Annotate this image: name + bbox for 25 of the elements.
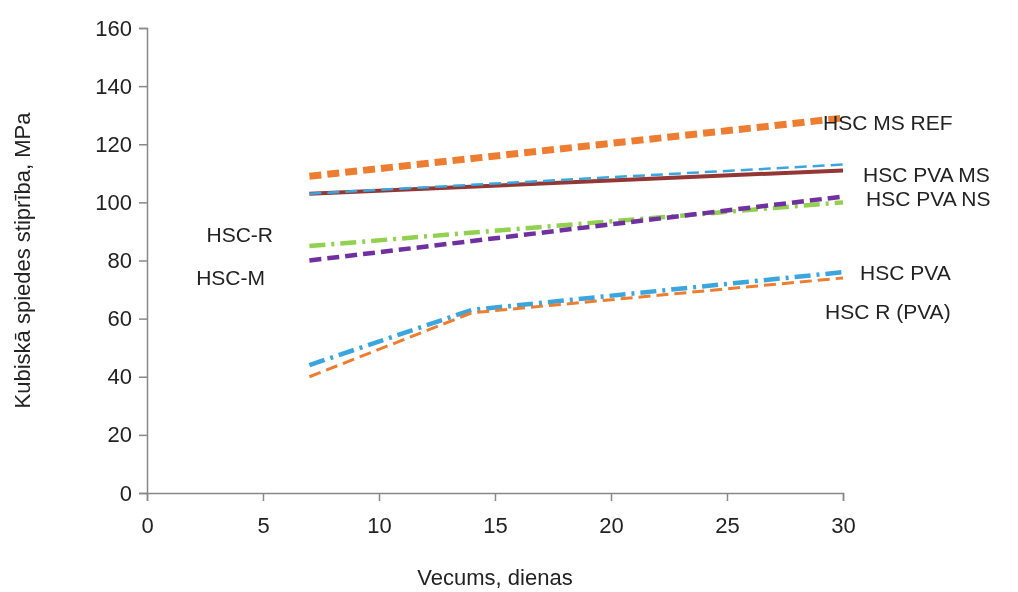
y-tick-label: 100 xyxy=(95,189,132,215)
series-label: HSC PVA NS xyxy=(866,187,991,211)
series-label: HSC PVA MS xyxy=(863,163,990,187)
y-axis-title: Kubiskā spiedes stiprība, MPa xyxy=(10,111,35,409)
series-label: HSC-R xyxy=(206,223,273,247)
x-tick-label: 30 xyxy=(831,512,856,538)
x-tick-label: 15 xyxy=(483,512,508,538)
y-tick-label: 20 xyxy=(107,422,132,448)
x-axis-title: Vecums, dienas xyxy=(417,565,573,590)
x-tick-label: 10 xyxy=(367,512,392,538)
y-tick-label: 160 xyxy=(95,15,132,41)
y-tick-label: 120 xyxy=(95,131,132,157)
x-tick-label: 5 xyxy=(257,512,270,538)
y-tick-label: 60 xyxy=(107,306,132,332)
text: HSC-M xyxy=(196,266,265,290)
y-tick-label: 140 xyxy=(95,73,132,99)
x-tick-label: 25 xyxy=(715,512,740,538)
series-label: HSC MS REF xyxy=(823,111,953,135)
y-tick-label: 80 xyxy=(107,248,132,274)
series-label: HSC R (PVA) xyxy=(825,300,951,324)
y-tick-label: 0 xyxy=(119,480,132,506)
x-tick-label: 0 xyxy=(141,512,154,538)
series-label: HSC PVA xyxy=(860,261,951,285)
y-tick-label: 40 xyxy=(107,364,132,390)
x-tick-label: 20 xyxy=(599,512,624,538)
